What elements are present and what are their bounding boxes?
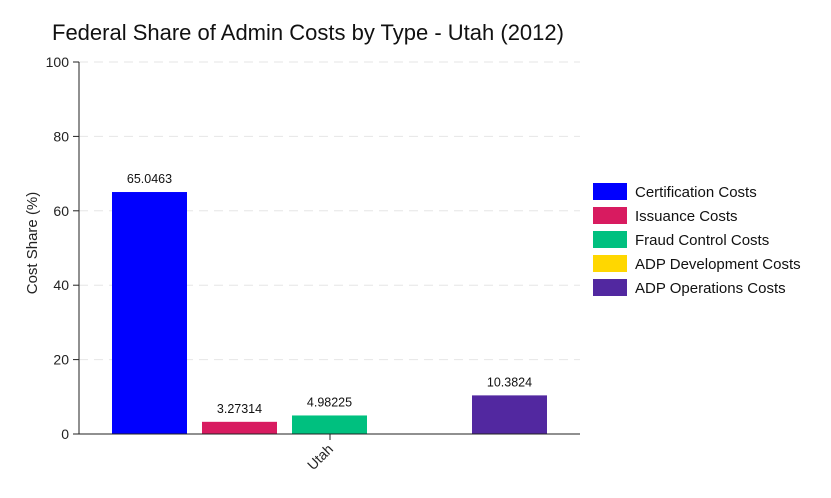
legend-swatch bbox=[593, 183, 627, 200]
y-tick-label: 40 bbox=[53, 277, 69, 293]
data-label: 10.3824 bbox=[487, 375, 532, 389]
y-tick-label: 80 bbox=[53, 128, 69, 144]
legend-label: Certification Costs bbox=[635, 184, 757, 201]
bar-adp-operations-costs bbox=[472, 395, 547, 434]
x-tick-label: Utah bbox=[304, 441, 336, 473]
legend-label: ADP Development Costs bbox=[635, 256, 801, 273]
y-tick-label: 60 bbox=[53, 203, 69, 219]
data-label: 65.0463 bbox=[127, 172, 172, 186]
y-ticks: 0 20 40 60 80 100 bbox=[46, 54, 79, 442]
chart-title: Federal Share of Admin Costs by Type - U… bbox=[52, 20, 564, 45]
legend-swatch bbox=[593, 207, 627, 224]
legend-swatch bbox=[593, 255, 627, 272]
bar-issuance-costs bbox=[202, 421, 277, 434]
y-tick-label: 0 bbox=[61, 426, 69, 442]
legend-swatch bbox=[593, 231, 627, 248]
y-tick-label: 20 bbox=[53, 352, 69, 368]
legend: Certification Costs Issuance Costs Fraud C… bbox=[593, 183, 801, 297]
bars bbox=[112, 192, 547, 434]
legend-label: ADP Operations Costs bbox=[635, 280, 786, 297]
bar-fraud-control-costs bbox=[292, 415, 367, 434]
x-ticks: Utah bbox=[304, 434, 336, 473]
y-axis-title: Cost Share (%) bbox=[24, 192, 41, 295]
bar-certification-costs bbox=[112, 192, 187, 434]
legend-swatch bbox=[593, 279, 627, 296]
legend-label: Issuance Costs bbox=[635, 208, 738, 225]
data-label: 3.27314 bbox=[217, 402, 262, 416]
data-labels: 65.0463 3.27314 4.98225 10.3824 bbox=[127, 172, 532, 416]
data-label: 4.98225 bbox=[307, 395, 352, 409]
legend-label: Fraud Control Costs bbox=[635, 232, 769, 249]
y-tick-label: 100 bbox=[46, 54, 70, 70]
